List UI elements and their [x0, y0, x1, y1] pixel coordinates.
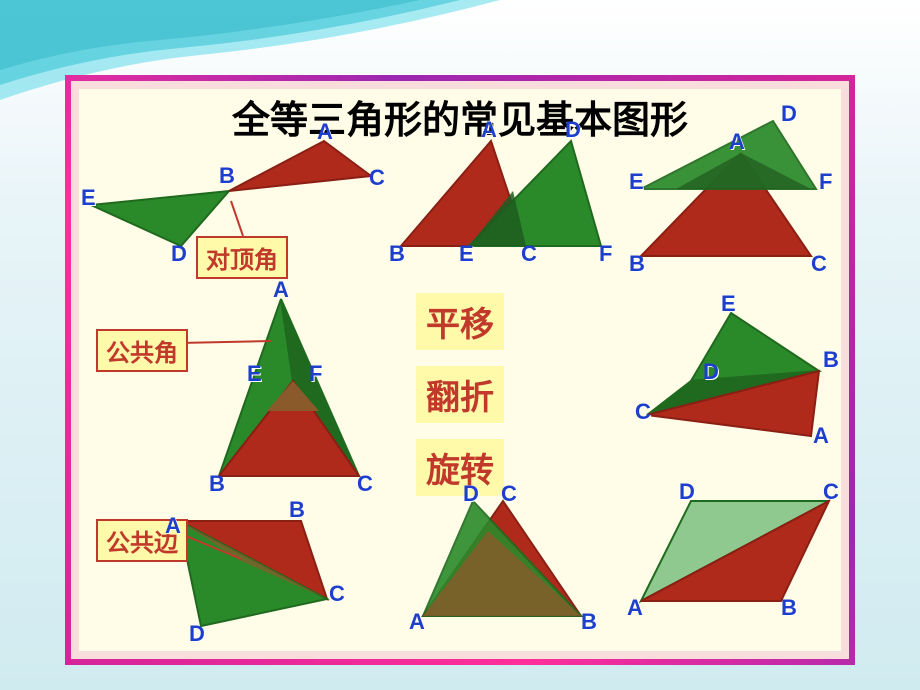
v-d3-B: B	[629, 251, 645, 277]
v-d7-B: B	[581, 609, 597, 635]
v-d8-D: D	[679, 479, 695, 505]
v-d3-E: E	[629, 169, 644, 195]
v-d6-A: A	[165, 513, 181, 539]
v-d4-B: B	[209, 471, 225, 497]
v-d1-B: B	[219, 163, 235, 189]
v-d4-C: C	[357, 471, 373, 497]
v-d4-F: F	[309, 361, 322, 387]
v-d6-D: D	[189, 621, 205, 647]
v-d4-A: A	[273, 277, 289, 303]
v-d8-C: C	[823, 479, 839, 505]
v-d6-C: C	[329, 581, 345, 607]
v-d2-D: D	[565, 117, 581, 143]
v-d7-D: D	[463, 481, 479, 507]
v-d5-B: B	[823, 347, 839, 373]
callout-common-angle: 公共角	[96, 329, 188, 372]
v-d8-B: B	[781, 595, 797, 621]
v-d1-D: D	[171, 241, 187, 267]
v-d5-D: D	[703, 359, 719, 385]
v-d2-E: E	[459, 241, 474, 267]
v-d5-E: E	[721, 291, 736, 317]
v-d3-D: D	[781, 101, 797, 127]
v-d1-C: C	[369, 165, 385, 191]
v-d3-A: A	[729, 129, 745, 155]
v-d2-F: F	[599, 241, 612, 267]
v-d2-B: B	[389, 241, 405, 267]
v-d8-A: A	[627, 595, 643, 621]
v-d6-B: B	[289, 497, 305, 523]
v-d7-A: A	[409, 609, 425, 635]
v-d5-C: C	[635, 399, 651, 425]
v-d7-C: C	[501, 481, 517, 507]
v-d1-A: A	[317, 119, 333, 145]
v-d2-A: A	[481, 117, 497, 143]
d1-red-triangle	[229, 141, 371, 191]
callout-line-1	[231, 201, 243, 236]
callout-vertical-angle: 对顶角	[196, 236, 288, 279]
v-d1-E: E	[81, 185, 96, 211]
v-d3-F: F	[819, 169, 832, 195]
main-content-frame: 全等三角形的常见基本图形 平移 翻折 旋转	[65, 75, 855, 665]
v-d2-C: C	[521, 241, 537, 267]
v-d3-C: C	[811, 251, 827, 277]
v-d4-E: E	[247, 361, 262, 387]
callout-line-2	[179, 341, 271, 343]
v-d5-A: A	[813, 423, 829, 449]
